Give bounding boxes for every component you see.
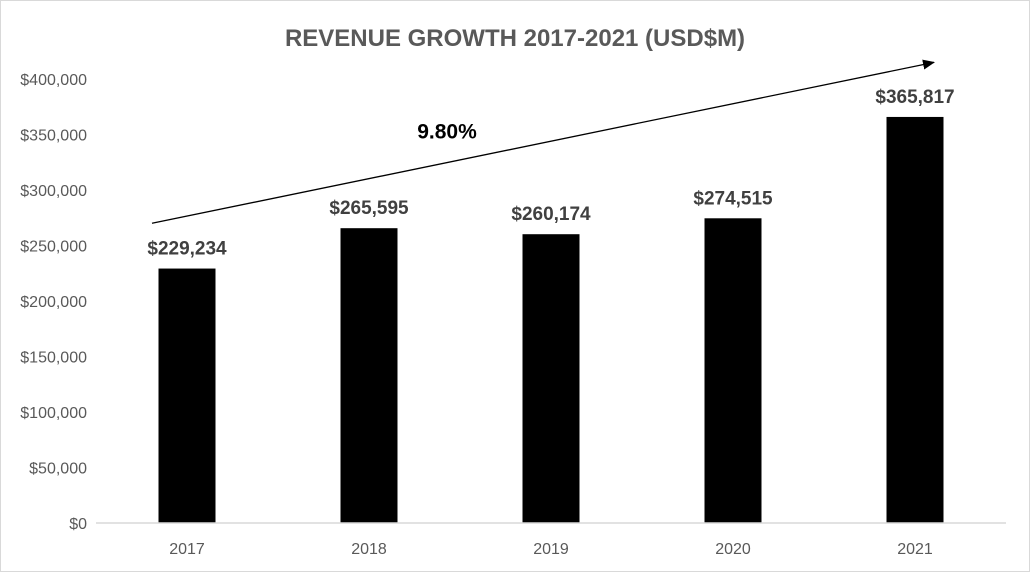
data-label: $274,515 bbox=[693, 188, 773, 209]
bar-2021 bbox=[886, 116, 944, 524]
data-label: $229,234 bbox=[147, 239, 227, 260]
y-tick-label: $350,000 bbox=[20, 128, 87, 145]
y-tick-label: $250,000 bbox=[20, 239, 87, 256]
y-tick-label: $150,000 bbox=[20, 350, 87, 367]
data-label: $365,817 bbox=[875, 87, 954, 108]
y-tick-label: $300,000 bbox=[20, 183, 87, 200]
growth-arrow bbox=[151, 59, 935, 224]
x-axis-ticks: 2017 2018 2019 2020 2021 bbox=[169, 541, 933, 558]
y-axis-ticks: $0 $50,000 $100,000 $150,000 $200,000 $250,00… bbox=[20, 72, 87, 533]
data-label: $265,595 bbox=[329, 198, 409, 219]
x-tick-label: 2020 bbox=[715, 541, 751, 558]
x-tick-label: 2017 bbox=[169, 541, 205, 558]
bar-2020 bbox=[704, 218, 762, 524]
y-tick-label: $0 bbox=[69, 516, 87, 533]
y-tick-label: $200,000 bbox=[20, 294, 87, 311]
bar-2018 bbox=[340, 228, 398, 523]
bar-2017 bbox=[158, 268, 216, 523]
x-tick-label: 2019 bbox=[533, 541, 569, 558]
bar-2019 bbox=[522, 234, 580, 524]
y-tick-label: $400,000 bbox=[20, 72, 87, 89]
x-tick-label: 2021 bbox=[897, 541, 933, 558]
growth-rate-label: 9.80% bbox=[417, 121, 477, 144]
bars-group bbox=[158, 116, 944, 524]
data-labels-group: $229,234 $265,595 $260,174 $274,515 $365,817 bbox=[147, 87, 954, 260]
chart-title: REVENUE GROWTH 2017-2021 (USD$M) bbox=[285, 25, 745, 52]
y-tick-label: $100,000 bbox=[20, 405, 87, 422]
y-tick-label: $50,000 bbox=[29, 461, 87, 478]
data-label: $260,174 bbox=[511, 204, 591, 225]
x-tick-label: 2018 bbox=[351, 541, 387, 558]
